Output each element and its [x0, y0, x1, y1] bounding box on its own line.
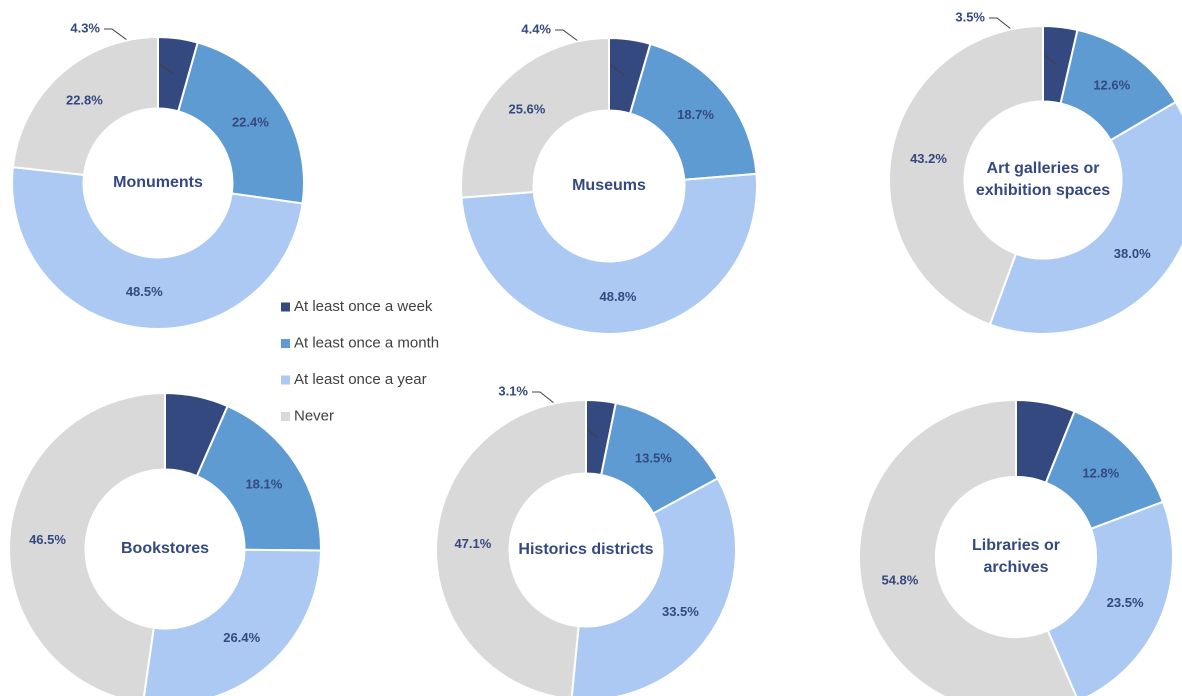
value-label: 47.1% — [454, 536, 491, 551]
donut-title: Bookstores — [120, 540, 210, 557]
donut-slice — [570, 477, 737, 696]
donut-slice — [460, 36, 610, 199]
value-label: 12.6% — [1093, 78, 1130, 93]
value-label: 22.8% — [66, 92, 103, 107]
value-label: 54.8% — [881, 572, 918, 587]
value-label: 5.9% — [1024, 432, 1054, 447]
value-label: 33.5% — [662, 604, 699, 619]
value-label: 46.5% — [29, 532, 66, 547]
value-label: 22.4% — [232, 114, 269, 129]
legend-swatch — [281, 302, 290, 312]
donut-slice — [11, 35, 159, 177]
donut-slice — [11, 166, 304, 330]
donut-title: Monuments — [113, 174, 203, 191]
value-label: 4.4% — [521, 21, 551, 36]
donut-slice — [988, 100, 1182, 335]
donut-slice — [858, 398, 1078, 696]
value-label: 4.3% — [70, 20, 100, 35]
donut-slice — [628, 42, 758, 181]
legend-swatch — [281, 339, 290, 348]
legend-swatch — [281, 412, 290, 421]
value-label: 43.2% — [910, 151, 947, 166]
legend-label: At least once a month — [294, 334, 439, 351]
donut-slice — [435, 398, 587, 696]
donut-title: Museums — [572, 177, 646, 194]
legend-label: At least once a week — [294, 298, 433, 315]
value-label: 38.0% — [1114, 246, 1151, 261]
value-label: 3.1% — [498, 383, 528, 398]
value-label: 3.5% — [955, 9, 985, 24]
value-label: 48.8% — [600, 289, 637, 304]
donut-slice — [8, 391, 166, 696]
donut-slice — [195, 404, 322, 552]
value-label: 12.8% — [1082, 466, 1119, 481]
value-label: 26.4% — [223, 630, 260, 645]
donut-slice — [142, 548, 323, 696]
value-label: 13.5% — [635, 450, 672, 465]
value-label: 18.1% — [245, 476, 282, 491]
legend-label: At least once a year — [294, 371, 427, 388]
value-label: 48.5% — [126, 284, 163, 299]
donut-title: Libraries or archives — [971, 537, 1061, 576]
legend-swatch — [281, 375, 290, 385]
donut-title: Historics districts — [518, 541, 654, 558]
legend-label: Never — [294, 407, 334, 424]
value-label: 25.6% — [508, 102, 545, 117]
donut-title: Art galleries or exhibition spaces — [975, 160, 1111, 199]
donut-slice — [460, 172, 758, 335]
value-label: 23.5% — [1107, 595, 1144, 610]
donut-slice — [177, 41, 305, 205]
donut-slice — [1046, 500, 1174, 696]
value-label: 6.4% — [174, 425, 204, 440]
donut-slice — [888, 24, 1044, 326]
value-label: 18.7% — [677, 107, 714, 122]
